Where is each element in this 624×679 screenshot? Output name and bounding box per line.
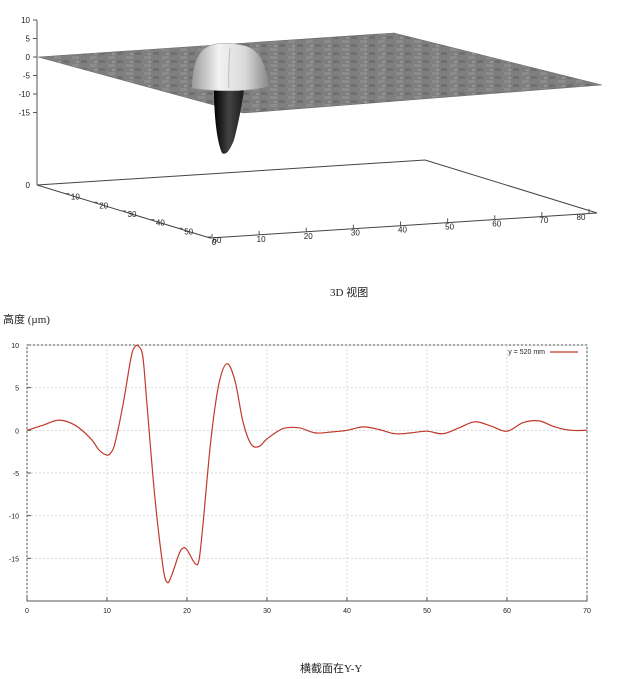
- x-tick-label: 10: [103, 608, 111, 615]
- x-tick-label-3d: 10: [257, 235, 266, 244]
- x-tick-label-3d: 70: [539, 216, 548, 225]
- x-tick-label: 50: [423, 608, 431, 615]
- y-tick-label-3d: 10: [71, 193, 80, 202]
- z-tick-label: -5: [23, 72, 31, 81]
- y-axis-unit-label: 高度 (µm): [3, 314, 50, 326]
- y-axis-ticks: 10 5 0 -5 -10 -15: [9, 343, 31, 563]
- y-axis-ticks-3d: 10 20 30 40 50 60: [65, 193, 222, 245]
- z-floor-tick-label: 0: [26, 181, 31, 190]
- legend: y = 520 mm: [508, 349, 578, 356]
- y-tick-label-3d: 60: [213, 236, 222, 245]
- surface-peak-ridge: [228, 47, 231, 89]
- z-tick-label: -10: [18, 90, 30, 99]
- y-tick-label-3d: 40: [156, 219, 165, 228]
- legend-label: y = 520 mm: [508, 349, 545, 356]
- x-tick-label-3d: 30: [351, 229, 360, 238]
- surface-caption: 3D 视图: [330, 285, 368, 299]
- y-tick-label: -5: [13, 471, 19, 478]
- y-tick-label: -10: [9, 514, 19, 521]
- y-tick-label: 5: [15, 386, 19, 393]
- profile-caption: 横截面在Y-Y: [300, 663, 363, 675]
- z-tick-label: -15: [18, 109, 30, 118]
- x-tick-label: 40: [343, 608, 351, 615]
- x-tick-label: 70: [583, 608, 591, 615]
- surface-pit: [214, 90, 244, 154]
- floor-frame: [36, 159, 598, 239]
- z-tick-label: 10: [21, 16, 30, 25]
- x-tick-label-3d: 0: [212, 238, 217, 247]
- y-tick-label: 10: [11, 343, 19, 350]
- x-tick-label-3d: 40: [398, 226, 407, 235]
- x-tick-label-3d: 60: [492, 219, 501, 228]
- x-axis-ticks: 0 10 20 30 40 50 60 70: [25, 597, 591, 615]
- z-axis-ticks: 10 5 0 -5 -10 -15 0: [18, 16, 37, 190]
- series-line: [26, 344, 588, 584]
- x-tick-label: 30: [263, 608, 271, 615]
- x-tick-label: 60: [503, 608, 511, 615]
- x-tick-label-3d: 20: [304, 232, 313, 241]
- x-tick-label-3d: 80: [577, 213, 586, 222]
- x-axis-ticks-3d: 0 10 20 30 40 50 60 70 80: [211, 209, 590, 247]
- y-tick-label-3d: 30: [128, 210, 137, 219]
- z-tick-label: 0: [26, 53, 31, 62]
- x-tick-label: 0: [25, 608, 29, 615]
- y-tick-label-3d: 50: [184, 227, 193, 236]
- z-tick-label: 5: [26, 35, 31, 44]
- y-tick-label: -15: [9, 556, 19, 563]
- surface-plane: [37, 32, 603, 114]
- x-tick-label: 20: [183, 608, 191, 615]
- x-tick-label-3d: 50: [445, 222, 454, 231]
- y-tick-label-3d: 20: [99, 201, 108, 210]
- surface-peak: [191, 42, 269, 92]
- y-tick-label: 0: [15, 428, 19, 435]
